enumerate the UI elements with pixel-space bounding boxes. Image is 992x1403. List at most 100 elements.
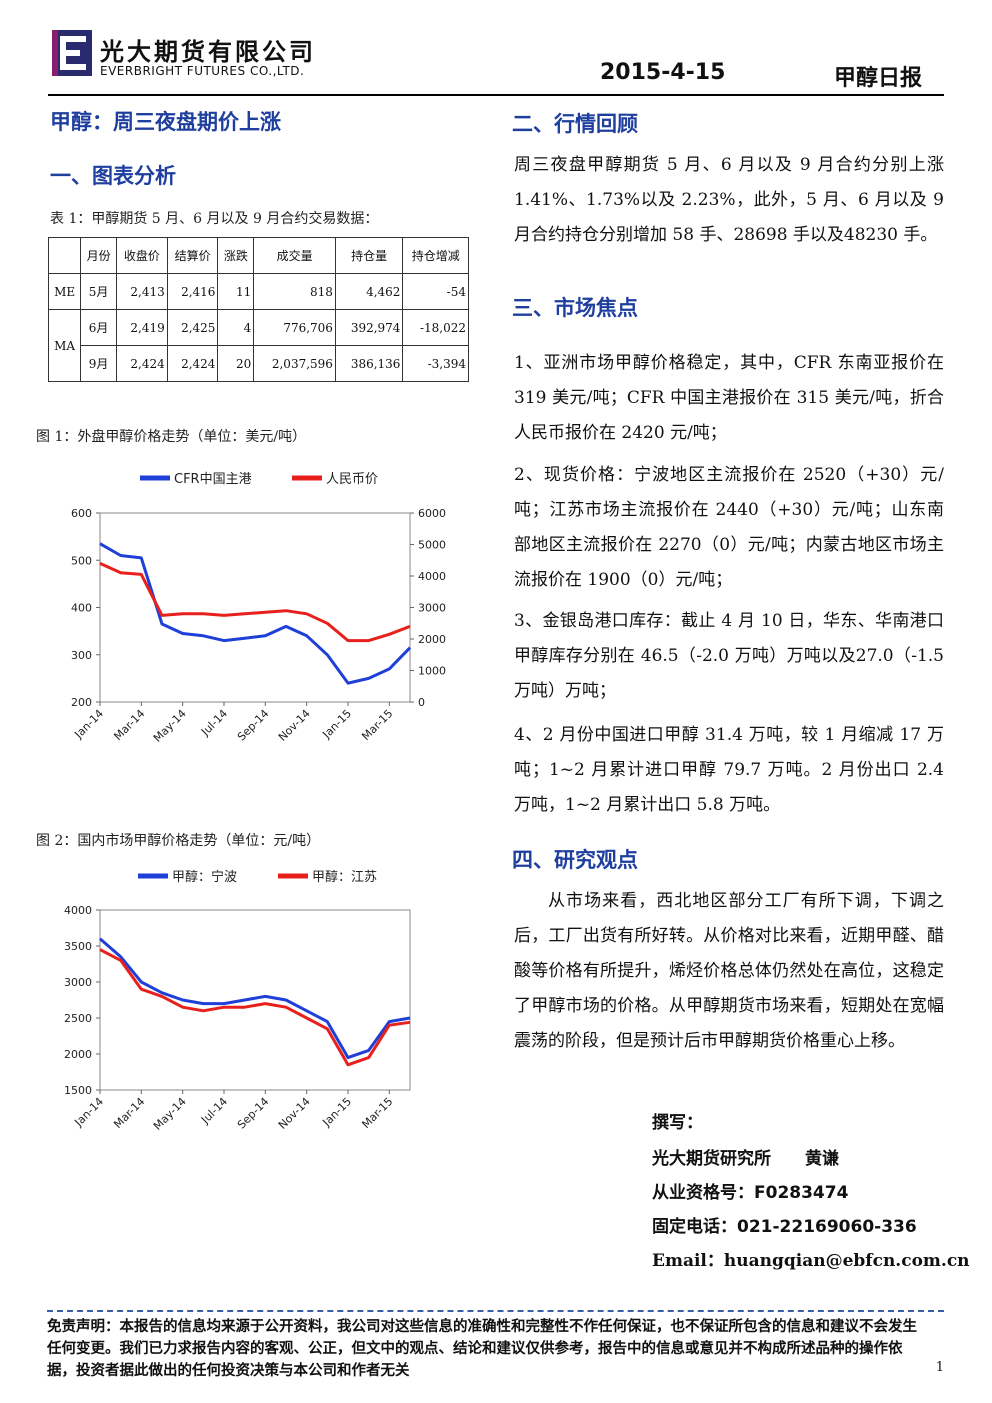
plot-frame bbox=[99, 512, 411, 703]
chart-international-methanol-price: 2003004005006000100020003000400050006000… bbox=[71, 472, 446, 745]
x-tick-label: Mar-14 bbox=[111, 707, 147, 743]
figure1-caption: 图 1：外盘甲醇价格走势（单位：美元/吨） bbox=[36, 429, 307, 445]
y2-tick-label: 3000 bbox=[418, 602, 446, 615]
y2-tick-label: 5000 bbox=[418, 539, 446, 552]
table-cell: 2,416 bbox=[166, 273, 219, 310]
market-focus-item: 3、金银岛港口库存：截止 4 月 10 日，华东、华南港口甲醇库存分别在 46.… bbox=[514, 611, 944, 701]
y-tick-label: 3000 bbox=[64, 976, 92, 989]
market-focus-item: 2、现货价格：宁波地区主流报价在 2520（+30）元/吨；江苏市场主流报价在 … bbox=[514, 465, 944, 590]
x-tick-label: Sep-14 bbox=[235, 707, 272, 744]
table-caption: 表 1：甲醇期货 5 月、6 月以及 9 月合约交易数据： bbox=[50, 211, 379, 227]
x-tick-label: Nov-14 bbox=[276, 1095, 313, 1132]
y-tick-label: 200 bbox=[71, 696, 92, 709]
table-cell: 4,462 bbox=[334, 273, 404, 310]
table-cell: 2,424 bbox=[166, 345, 219, 382]
table-cell: 2,419 bbox=[116, 309, 168, 346]
table-cell: 386,136 bbox=[334, 345, 404, 382]
table-cell: 6月 bbox=[80, 309, 118, 346]
table-cell: 776,706 bbox=[253, 309, 336, 346]
y-tick-label: 400 bbox=[71, 602, 92, 615]
report-name: 甲醇日报 bbox=[834, 66, 923, 91]
x-tick-label: Jan-14 bbox=[72, 1095, 107, 1130]
company-name-en: EVERBRIGHT FUTURES CO.,LTD. bbox=[100, 64, 305, 78]
x-tick-label: May-14 bbox=[151, 1095, 189, 1133]
table-cell: 2,425 bbox=[166, 309, 219, 346]
author-phone: 固定电话：021-22169060-336 bbox=[652, 1217, 917, 1237]
table-header-cell: 收盘价 bbox=[116, 237, 168, 274]
section-heading-research-view: 四、研究观点 bbox=[512, 848, 638, 872]
table-header-cell bbox=[47, 237, 82, 274]
x-tick-label: Jan-14 bbox=[72, 707, 107, 742]
table-cell: 818 bbox=[253, 273, 336, 310]
market-focus-item: 1、亚洲市场甲醇价格稳定，其中，CFR 东南亚报价在 319 美元/吨；CFR … bbox=[514, 353, 944, 443]
x-tick-label: May-14 bbox=[151, 707, 189, 745]
author-email: Email：huangqian@ebfcn.com.cn bbox=[652, 1251, 970, 1271]
table-row: ME 5月 2,413 2,416 11 818 4,462 -54 bbox=[47, 273, 469, 310]
table-cell: -18,022 bbox=[402, 309, 469, 346]
y2-tick-label: 4000 bbox=[418, 570, 446, 583]
series-line bbox=[99, 562, 411, 643]
x-tick-label: Mar-15 bbox=[359, 1095, 395, 1131]
section-heading-market-review: 二、行情回顾 bbox=[512, 112, 638, 136]
x-tick-label: Nov-14 bbox=[276, 707, 313, 744]
table-cell: -54 bbox=[402, 273, 469, 310]
table-cell-code: ME bbox=[47, 273, 82, 310]
section-heading-market-focus: 三、市场焦点 bbox=[512, 296, 638, 320]
x-tick-label: Mar-14 bbox=[111, 1095, 147, 1131]
x-tick-label: Jul-14 bbox=[198, 707, 230, 739]
table-cell: 20 bbox=[217, 345, 255, 382]
report-date: 2015-4-15 bbox=[600, 60, 726, 85]
y2-tick-label: 2000 bbox=[418, 633, 446, 646]
table-header-cell: 持仓增减 bbox=[402, 237, 469, 274]
y-tick-label: 300 bbox=[71, 649, 92, 662]
series-line bbox=[99, 948, 411, 1067]
y-tick-label: 500 bbox=[71, 554, 92, 567]
table-header-cell: 涨跌 bbox=[217, 237, 255, 274]
chart-domestic-methanol-price: 1500 2000 2500 3000 3500 4000 Jan-14 Mar-14 May-… bbox=[64, 869, 411, 1133]
table-cell: 9月 bbox=[80, 345, 118, 382]
legend-label: CFR中国主港 bbox=[174, 472, 252, 487]
main-title: 甲醇：周三夜盘期价上涨 bbox=[50, 110, 281, 134]
table-cell: 2,424 bbox=[116, 345, 168, 382]
company-name-cn: 光大期货有限公司 bbox=[100, 38, 316, 66]
disclaimer-box: 免责声明：本报告的信息均来源于公开资料，我公司对这些信息的准确性和完整性不作任何… bbox=[47, 1310, 944, 1384]
trade-data-table: 月份 收盘价 结算价 涨跌 成交量 持仓量 持仓增减 ME 5月 2,413 2… bbox=[47, 237, 469, 382]
table-header-cell: 结算价 bbox=[166, 237, 219, 274]
table-cell: -3,394 bbox=[402, 345, 469, 382]
author-label: 撰写： bbox=[652, 1113, 703, 1133]
market-review-text: 周三夜盘甲醇期货 5 月、6 月以及 9 月合约分别上涨 1.41%、1.73%… bbox=[514, 155, 944, 245]
author-license: 从业资格号：F0283474 bbox=[652, 1183, 849, 1203]
table-cell: 2,413 bbox=[116, 273, 168, 310]
x-tick-label: Mar-15 bbox=[359, 707, 395, 743]
table-cell: 5月 bbox=[80, 273, 118, 310]
table-row: MA 6月 2,419 2,425 4 776,706 392,974 -18,… bbox=[47, 309, 469, 382]
research-view-text: 从市场来看，西北地区部分工厂有所下调，下调之后，工厂出货有所好转。从价格对比来看… bbox=[514, 891, 944, 1051]
disclaimer-text: 免责声明：本报告的信息均来源于公开资料，我公司对这些信息的准确性和完整性不作任何… bbox=[47, 1319, 917, 1379]
x-tick-label: Jan-15 bbox=[320, 1095, 355, 1130]
table-cell: 4 bbox=[217, 309, 255, 346]
x-tick-label: Sep-14 bbox=[235, 1095, 272, 1132]
y-tick-label: 3500 bbox=[64, 940, 92, 953]
page-number: 1 bbox=[935, 1360, 944, 1375]
y-tick-label: 2000 bbox=[64, 1048, 92, 1061]
table-header-cell: 持仓量 bbox=[334, 237, 404, 274]
x-tick-label: Jul-14 bbox=[198, 1095, 230, 1127]
table-cell: 2,037,596 bbox=[253, 345, 336, 382]
author-name: 光大期货研究所 黄谦 bbox=[652, 1149, 839, 1169]
table-header-row: 月份 收盘价 结算价 涨跌 成交量 持仓量 持仓增减 bbox=[47, 237, 469, 274]
table-cell: 11 bbox=[217, 273, 255, 310]
header-divider bbox=[48, 94, 944, 96]
plot-frame bbox=[99, 909, 411, 1091]
y2-tick-label: 0 bbox=[418, 696, 425, 709]
market-focus-item: 4、2 月份中国进口甲醇 31.4 万吨，较 1 月缩减 17 万吨；1~2 月… bbox=[514, 725, 944, 815]
y2-tick-label: 6000 bbox=[418, 507, 446, 520]
table-row: 9月 2,424 2,424 20 2,037,596 386,136 -3,3… bbox=[49, 345, 469, 382]
legend-label: 甲醇：宁波 bbox=[172, 869, 237, 885]
company-logo bbox=[52, 30, 92, 76]
table-header-cell: 成交量 bbox=[253, 237, 336, 274]
y2-tick-label: 1000 bbox=[418, 665, 446, 678]
figure2-caption: 图 2：国内市场甲醇价格走势（单位：元/吨） bbox=[36, 833, 321, 849]
y-tick-label: 600 bbox=[71, 507, 92, 520]
section-heading-chart-analysis: 一、图表分析 bbox=[50, 164, 176, 188]
x-tick-label: Jan-15 bbox=[320, 707, 355, 742]
